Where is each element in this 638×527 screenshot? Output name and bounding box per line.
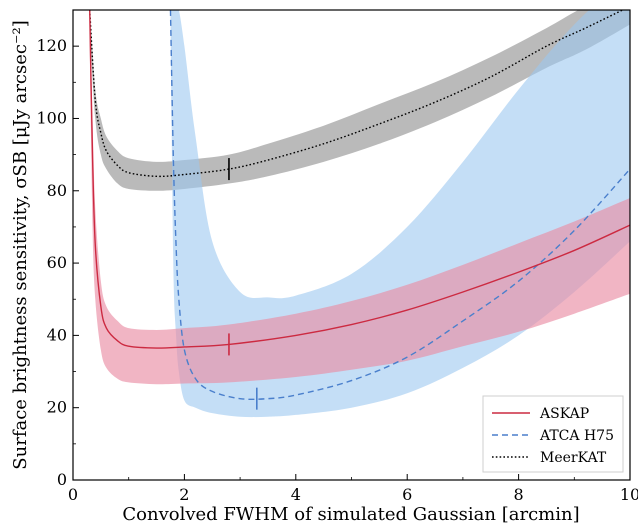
meerkat-line	[89, 10, 625, 178]
legend-label-askap: ASKAP	[539, 406, 589, 422]
legend-label-meerkat: MeerKAT	[540, 450, 607, 466]
y-tick-label: 60	[47, 253, 67, 272]
x-tick-label: 0	[68, 485, 78, 504]
y-axis-ticks: 0 20 40 60 80 100 120	[36, 36, 79, 489]
series-lines	[89, 10, 630, 401]
askap-line	[89, 10, 630, 349]
x-tick-label: 6	[402, 485, 412, 504]
y-tick-label: 80	[47, 181, 67, 200]
x-axis-ticks: 0 2 4 6 8 10	[68, 474, 638, 504]
y-axis-label: Surface brightness sensitivity, σSB [μJy…	[10, 20, 31, 469]
legend-box	[482, 395, 624, 473]
legend-label-atca-h75: ATCA H75	[539, 428, 614, 444]
x-tick-label: 8	[514, 485, 524, 504]
x-axis-label: Convolved FWHM of simulated Gaussian [ar…	[122, 504, 579, 525]
x-tick-label: 2	[179, 485, 189, 504]
x-tick-label: 10	[620, 485, 638, 504]
atca-h75-line	[169, 10, 630, 401]
askap-band	[89, 10, 630, 385]
meerkat-band	[89, 10, 630, 191]
legend: ASKAP ATCA H75 MeerKAT	[482, 395, 624, 473]
y-tick-label: 0	[57, 470, 67, 489]
fwhm-markers	[228, 158, 258, 410]
y-tick-label: 100	[36, 108, 67, 127]
x-tick-label: 4	[291, 485, 301, 504]
y-tick-label: 20	[47, 398, 67, 417]
y-tick-label: 40	[47, 325, 67, 344]
y-tick-label: 120	[36, 36, 67, 55]
uncertainty-bands	[89, 10, 630, 418]
